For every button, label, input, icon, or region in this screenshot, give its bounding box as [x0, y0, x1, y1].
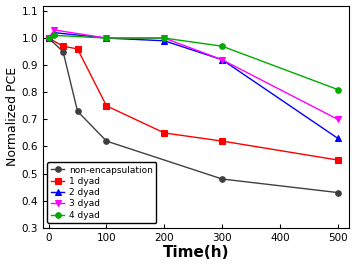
4 dyad: [220, 45, 224, 48]
3 dyad: [104, 36, 109, 40]
2 dyad: [47, 36, 51, 40]
non-encapsulation: [61, 50, 65, 53]
non-encapsulation: [220, 177, 224, 181]
1 dyad: [47, 36, 51, 40]
non-encapsulation: [104, 139, 109, 143]
3 dyad: [220, 58, 224, 61]
3 dyad: [336, 118, 340, 121]
Legend: non-encapsulation, 1 dyad, 2 dyad, 3 dyad, 4 dyad: non-encapsulation, 1 dyad, 2 dyad, 3 dya…: [47, 162, 157, 223]
4 dyad: [47, 36, 51, 40]
4 dyad: [162, 36, 166, 40]
Line: 4 dyad: 4 dyad: [46, 33, 341, 92]
Line: 3 dyad: 3 dyad: [45, 27, 342, 123]
non-encapsulation: [75, 110, 80, 113]
3 dyad: [162, 36, 166, 40]
3 dyad: [47, 36, 51, 40]
2 dyad: [162, 39, 166, 42]
2 dyad: [104, 36, 109, 40]
1 dyad: [104, 104, 109, 107]
Line: 1 dyad: 1 dyad: [46, 35, 341, 163]
Y-axis label: Normalized PCE: Normalized PCE: [6, 67, 18, 166]
4 dyad: [52, 34, 56, 37]
non-encapsulation: [336, 191, 340, 194]
X-axis label: Time(h): Time(h): [163, 246, 229, 260]
2 dyad: [220, 58, 224, 61]
Line: non-encapsulation: non-encapsulation: [46, 35, 341, 195]
Line: 2 dyad: 2 dyad: [45, 29, 342, 142]
non-encapsulation: [47, 36, 51, 40]
1 dyad: [336, 159, 340, 162]
1 dyad: [75, 47, 80, 51]
3 dyad: [52, 28, 56, 32]
2 dyad: [52, 31, 56, 34]
1 dyad: [61, 45, 65, 48]
1 dyad: [220, 139, 224, 143]
4 dyad: [104, 36, 109, 40]
1 dyad: [162, 131, 166, 135]
2 dyad: [336, 137, 340, 140]
4 dyad: [336, 88, 340, 91]
